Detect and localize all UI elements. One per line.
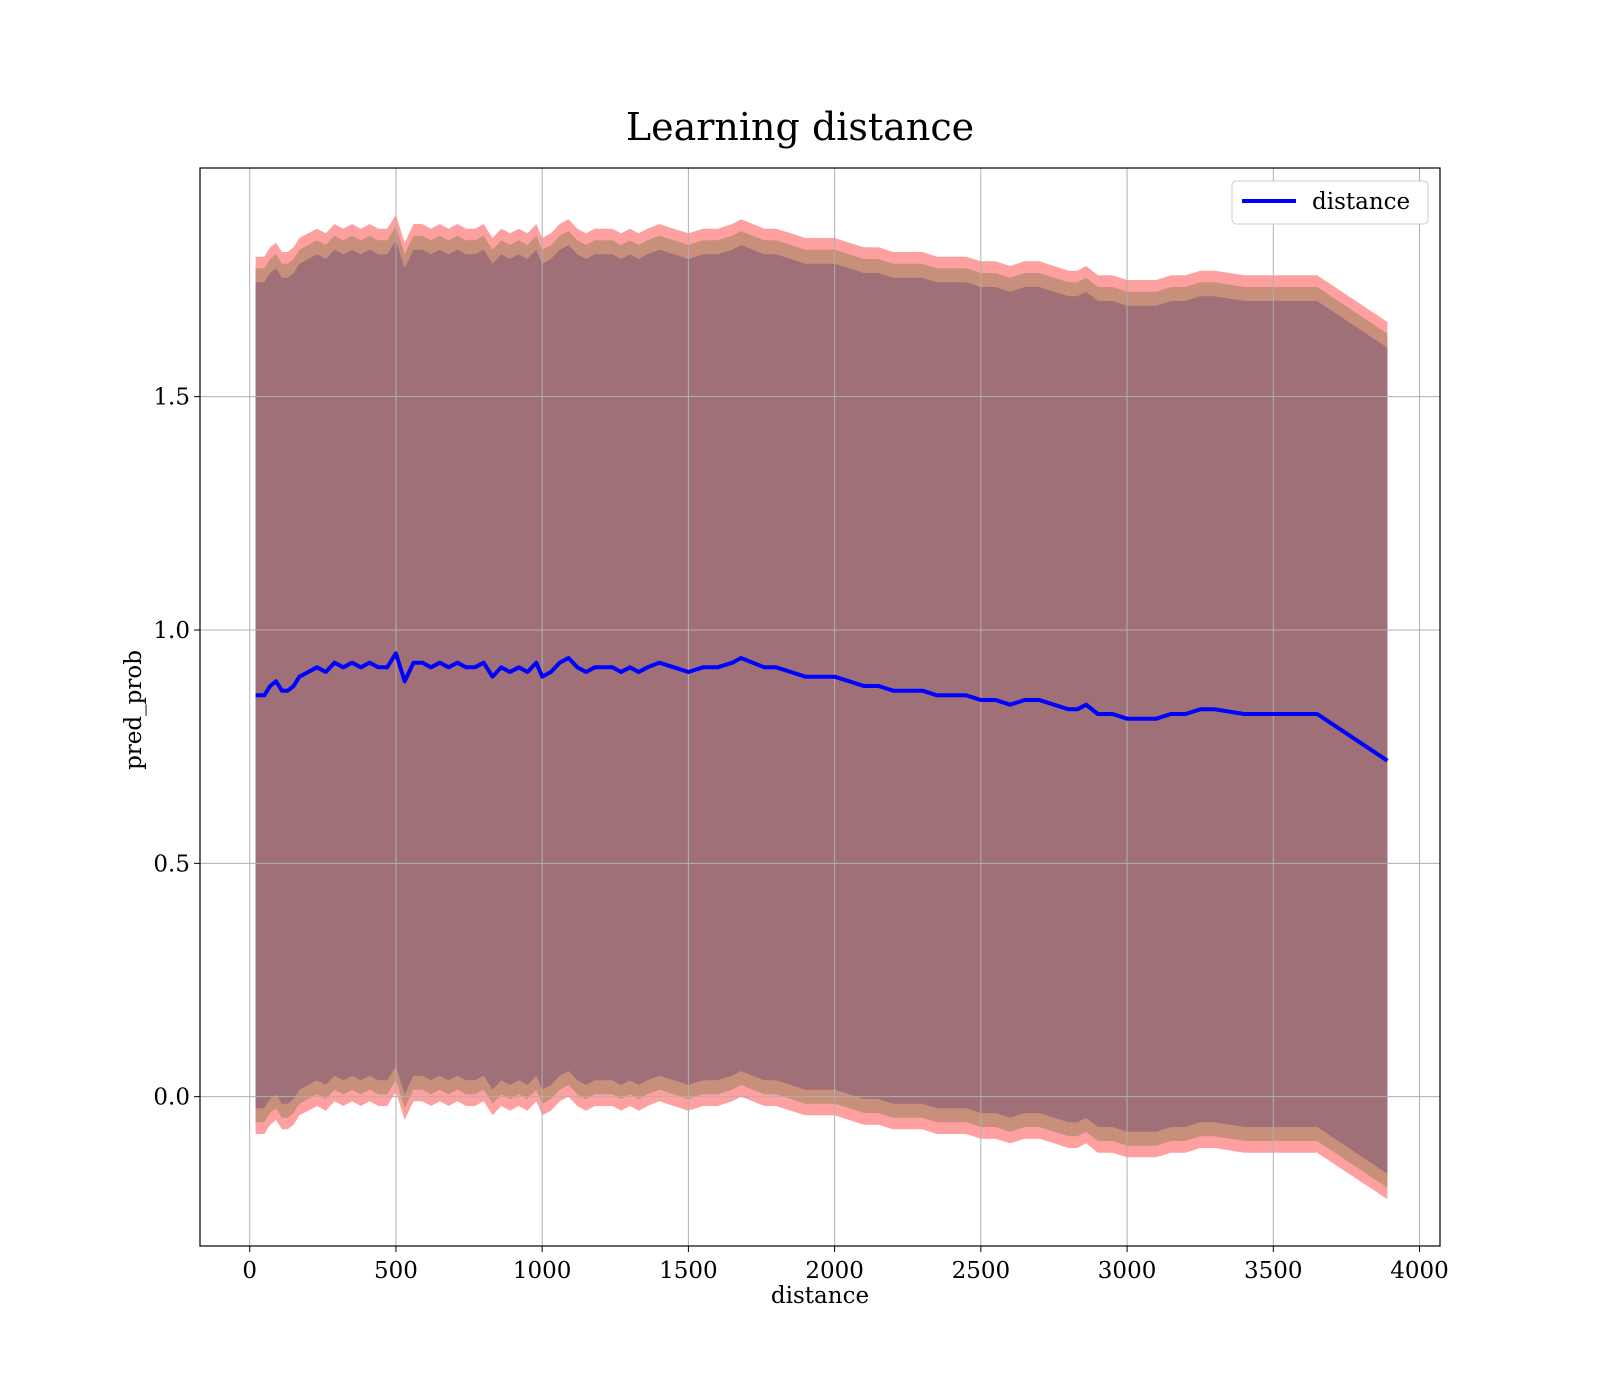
y-axis: 0.0 0.5 1.0 1.5 <box>153 385 200 1111</box>
chart-title: Learning distance <box>626 105 974 149</box>
series-lines <box>255 651 1389 763</box>
y-tick-label: 1.0 <box>153 618 190 644</box>
grid-lines <box>200 168 1440 1246</box>
legend-box <box>1231 180 1429 225</box>
legend-label-distance: distance <box>1312 189 1410 215</box>
y-tick-label: 1.5 <box>153 385 190 411</box>
legend: distance <box>1231 180 1429 225</box>
band-inner <box>255 240 1388 1174</box>
x-tick-label: 0 <box>242 1258 257 1284</box>
series-line-distance <box>255 651 1389 763</box>
x-tick-label: 4000 <box>1390 1258 1449 1284</box>
x-tick-label: 3000 <box>1098 1258 1157 1284</box>
confidence-bands <box>255 214 1388 1200</box>
y-tick-label: 0.0 <box>153 1085 190 1111</box>
x-axis: 0 500 1000 1500 2000 2500 3000 3500 4000 <box>242 1246 1449 1284</box>
plot-frame <box>199 167 1441 1247</box>
y-tick-label: 0.5 <box>153 851 190 877</box>
x-tick-label: 2500 <box>952 1258 1011 1284</box>
y-axis-label: pred_prob <box>121 650 147 770</box>
x-axis-label: distance <box>771 1283 869 1309</box>
x-tick-label: 1500 <box>659 1258 718 1284</box>
x-tick-label: 3500 <box>1244 1258 1303 1284</box>
x-tick-label: 500 <box>374 1258 418 1284</box>
plot-area <box>199 167 1441 1247</box>
x-tick-label: 2000 <box>805 1258 864 1284</box>
x-tick-label: 1000 <box>513 1258 572 1284</box>
